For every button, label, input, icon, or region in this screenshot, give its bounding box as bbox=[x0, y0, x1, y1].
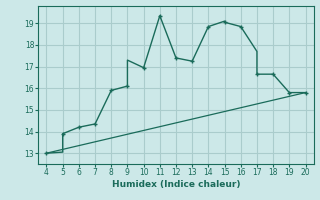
X-axis label: Humidex (Indice chaleur): Humidex (Indice chaleur) bbox=[112, 180, 240, 189]
